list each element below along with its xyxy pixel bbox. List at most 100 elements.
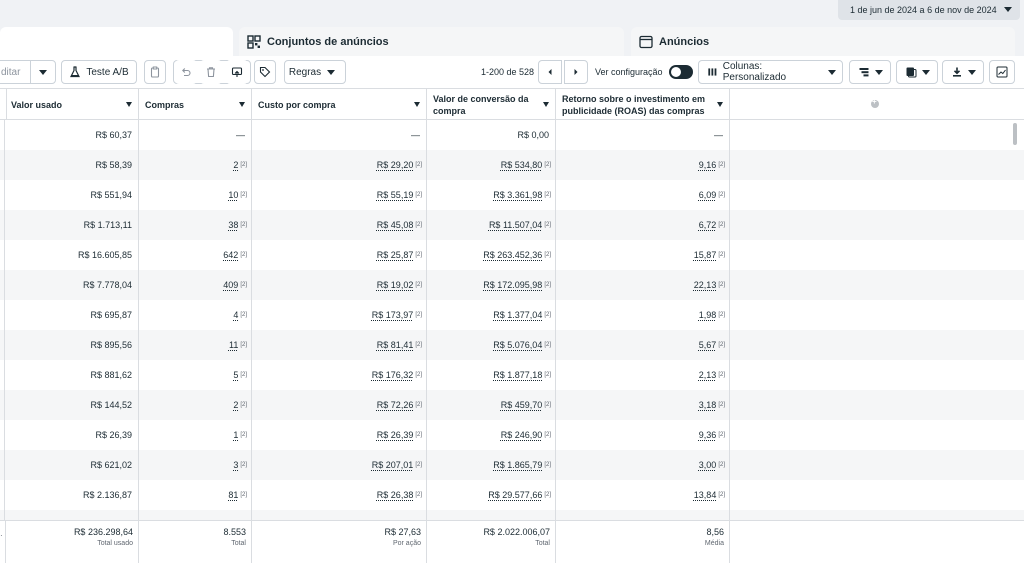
table-row[interactable]: R$ 60,37 — — R$ 0,00 — [0, 120, 1024, 150]
undo-button[interactable] [175, 60, 197, 84]
cell-value[interactable]: 6,72 [698, 220, 717, 230]
cell-conv[interactable]: R$ 246,90 [2] [427, 420, 556, 450]
cell-value[interactable]: 5 [233, 370, 239, 380]
cell-cpp[interactable]: R$ 72,26 [2] [252, 390, 427, 420]
table-row[interactable]: R$ 16.605,85 642 [2] R$ 25,87 [2] R$ 263.452,… [0, 240, 1024, 270]
cell-value[interactable]: 6,09 [698, 190, 717, 200]
table-row[interactable]: R$ 895,56 11 [2] R$ 81,41 [2] R$ 5.076,04 [2] 5… [0, 330, 1024, 360]
cell-cpp[interactable]: R$ 29,20 [2] [252, 150, 427, 180]
row-name-cell[interactable] [0, 390, 5, 420]
cell-purchases[interactable]: 38 [2] [139, 210, 252, 240]
cell-purchases[interactable]: 2 [2] [139, 150, 252, 180]
cell-purchases[interactable]: 4 [2] [139, 300, 252, 330]
cell-value[interactable]: 81 [228, 490, 239, 500]
cell-value[interactable]: R$ 534,80 [500, 160, 543, 170]
columns-button[interactable]: Colunas: Personalizado [698, 60, 843, 84]
cell-value[interactable]: R$ 207,01 [371, 460, 414, 470]
tab-ad-sets[interactable]: Conjuntos de anúncios [239, 27, 624, 56]
cell-conv[interactable]: R$ 534,80 [2] [427, 150, 556, 180]
next-page-button[interactable] [564, 60, 588, 84]
cell-value[interactable]: 13,84 [693, 490, 717, 500]
reports-button[interactable] [896, 60, 938, 84]
cell-purchases[interactable]: 11 [2] [139, 330, 252, 360]
cell-value[interactable]: R$ 81,41 [376, 340, 414, 350]
cell-roas[interactable]: 6,09 [2] [556, 180, 730, 210]
cell-conv[interactable]: R$ 1.377,04 [2] [427, 300, 556, 330]
cell-value[interactable]: 409 [223, 280, 239, 290]
table-row[interactable]: R$ 2.136,87 81 [2] R$ 26,38 [2] R$ 29.577,66[… [0, 480, 1024, 510]
cell-conv[interactable]: R$ 5.076,04 [2] [427, 330, 556, 360]
tag-button[interactable] [254, 60, 276, 84]
cell-cpp[interactable]: R$ 176,32 [2] [252, 360, 427, 390]
cell-roas[interactable]: 1,98 [2] [556, 300, 730, 330]
table-row[interactable]: R$ 144,52 2 [2] R$ 72,26 [2] R$ 459,70 [2] 3,18… [0, 390, 1024, 420]
row-name-cell[interactable] [0, 480, 5, 510]
cell-value[interactable]: 10 [228, 190, 239, 200]
cell-conv[interactable]: R$ 3.361,98 [2] [427, 180, 556, 210]
cell-value[interactable]: R$ 29.577,66 [488, 490, 543, 500]
chevron-down-icon[interactable] [39, 70, 47, 75]
cell-value[interactable]: R$ 5.076,04 [493, 340, 543, 350]
cell-value[interactable]: R$ 263.452,36 [483, 250, 543, 260]
table-row[interactable]: R$ 551,94 10 [2] R$ 55,19 [2] R$ 3.361,98 [2] 6… [0, 180, 1024, 210]
cell-roas[interactable]: 15,87 [2] [556, 240, 730, 270]
view-config-toggle[interactable] [669, 65, 693, 79]
row-name-cell[interactable] [0, 240, 5, 270]
table-row[interactable]: R$ 58,39 2 [2] R$ 29,20 [2] R$ 534,80 [2] 9,16[… [0, 150, 1024, 180]
row-name-cell[interactable] [0, 330, 5, 360]
cell-value[interactable]: 2 [233, 160, 239, 170]
column-header-roas[interactable]: Retorno sobre o investimento em publicid… [556, 89, 730, 120]
cell-value[interactable]: R$ 246,90 [500, 430, 543, 440]
cell-roas[interactable]: 9,16 [2] [556, 150, 730, 180]
cell-roas[interactable]: 6,72 [2] [556, 210, 730, 240]
table-row[interactable]: R$ 7.778,04 409 [2] R$ 19,02 [2] R$ 172.095,9… [0, 270, 1024, 300]
cell-value[interactable]: R$ 173,97 [371, 310, 414, 320]
cell-conv[interactable]: R$ 11.507,04 [2] [427, 210, 556, 240]
table-row[interactable]: R$ 1.713,11 38 [2] R$ 45,08 [2] R$ 11.507,04[… [0, 210, 1024, 240]
cell-value[interactable]: R$ 45,08 [376, 220, 414, 230]
date-range-picker[interactable]: 1 de jun de 2024 a 6 de nov de 2024 [838, 0, 1020, 20]
column-header-name[interactable] [0, 89, 7, 120]
cell-value[interactable]: 9,36 [698, 430, 717, 440]
row-name-cell[interactable] [0, 450, 5, 480]
breakdown-button[interactable] [849, 60, 891, 84]
duplicate-button[interactable] [144, 60, 166, 84]
cell-roas[interactable]: 22,13 [2] [556, 270, 730, 300]
row-name-cell[interactable] [0, 270, 5, 300]
cell-roas[interactable]: 13,84 [2] [556, 480, 730, 510]
cell-value[interactable]: 3,18 [698, 400, 717, 410]
cell-value[interactable]: R$ 1.865,79 [493, 460, 543, 470]
cell-roas[interactable]: 3,00 [2] [556, 450, 730, 480]
previous-page-button[interactable] [538, 60, 562, 84]
row-name-cell[interactable] [0, 120, 5, 150]
cell-value[interactable]: R$ 29,20 [376, 160, 414, 170]
cell-value[interactable]: 3,00 [698, 460, 717, 470]
cell-value[interactable]: R$ 55,19 [376, 190, 414, 200]
cell-purchases[interactable]: 5 [2] [139, 360, 252, 390]
cell-value[interactable]: R$ 176,32 [371, 370, 414, 380]
cell-value[interactable]: 9,16 [698, 160, 717, 170]
download-button[interactable] [942, 60, 984, 84]
cell-cpp[interactable]: R$ 55,19 [2] [252, 180, 427, 210]
cell-value[interactable]: 3 [233, 460, 239, 470]
cell-roas[interactable]: 3,18 [2] [556, 390, 730, 420]
cell-value[interactable]: 4 [233, 310, 239, 320]
cell-value[interactable]: R$ 172.095,98 [483, 280, 543, 290]
cell-cpp[interactable]: R$ 26,38 [2] [252, 480, 427, 510]
cell-conv[interactable]: R$ 29.577,66 [2] [427, 480, 556, 510]
rules-button[interactable]: Regras [284, 60, 346, 84]
row-name-cell[interactable] [0, 210, 5, 240]
column-header-cost-per-purchase[interactable]: Custo por compra [252, 89, 427, 120]
column-header-conversion-value[interactable]: Valor de conversão da compra [427, 89, 556, 120]
cell-purchases[interactable]: 10 [2] [139, 180, 252, 210]
cell-purchases[interactable]: 2 [2] [139, 390, 252, 420]
cell-value[interactable]: 22,13 [693, 280, 717, 290]
cell-cpp[interactable]: R$ 25,87 [2] [252, 240, 427, 270]
cell-conv[interactable]: R$ 1.877,18 [2] [427, 360, 556, 390]
cell-value[interactable]: 11 [228, 340, 239, 350]
cell-purchases[interactable]: 1 [2] [139, 420, 252, 450]
cell-value[interactable]: 2 [233, 400, 239, 410]
edit-button[interactable]: ditar [0, 60, 56, 84]
table-row[interactable]: R$ 621,02 3 [2] R$ 207,01 [2] R$ 1.865,79 [2] 3… [0, 450, 1024, 480]
cell-value[interactable]: 1 [233, 430, 239, 440]
